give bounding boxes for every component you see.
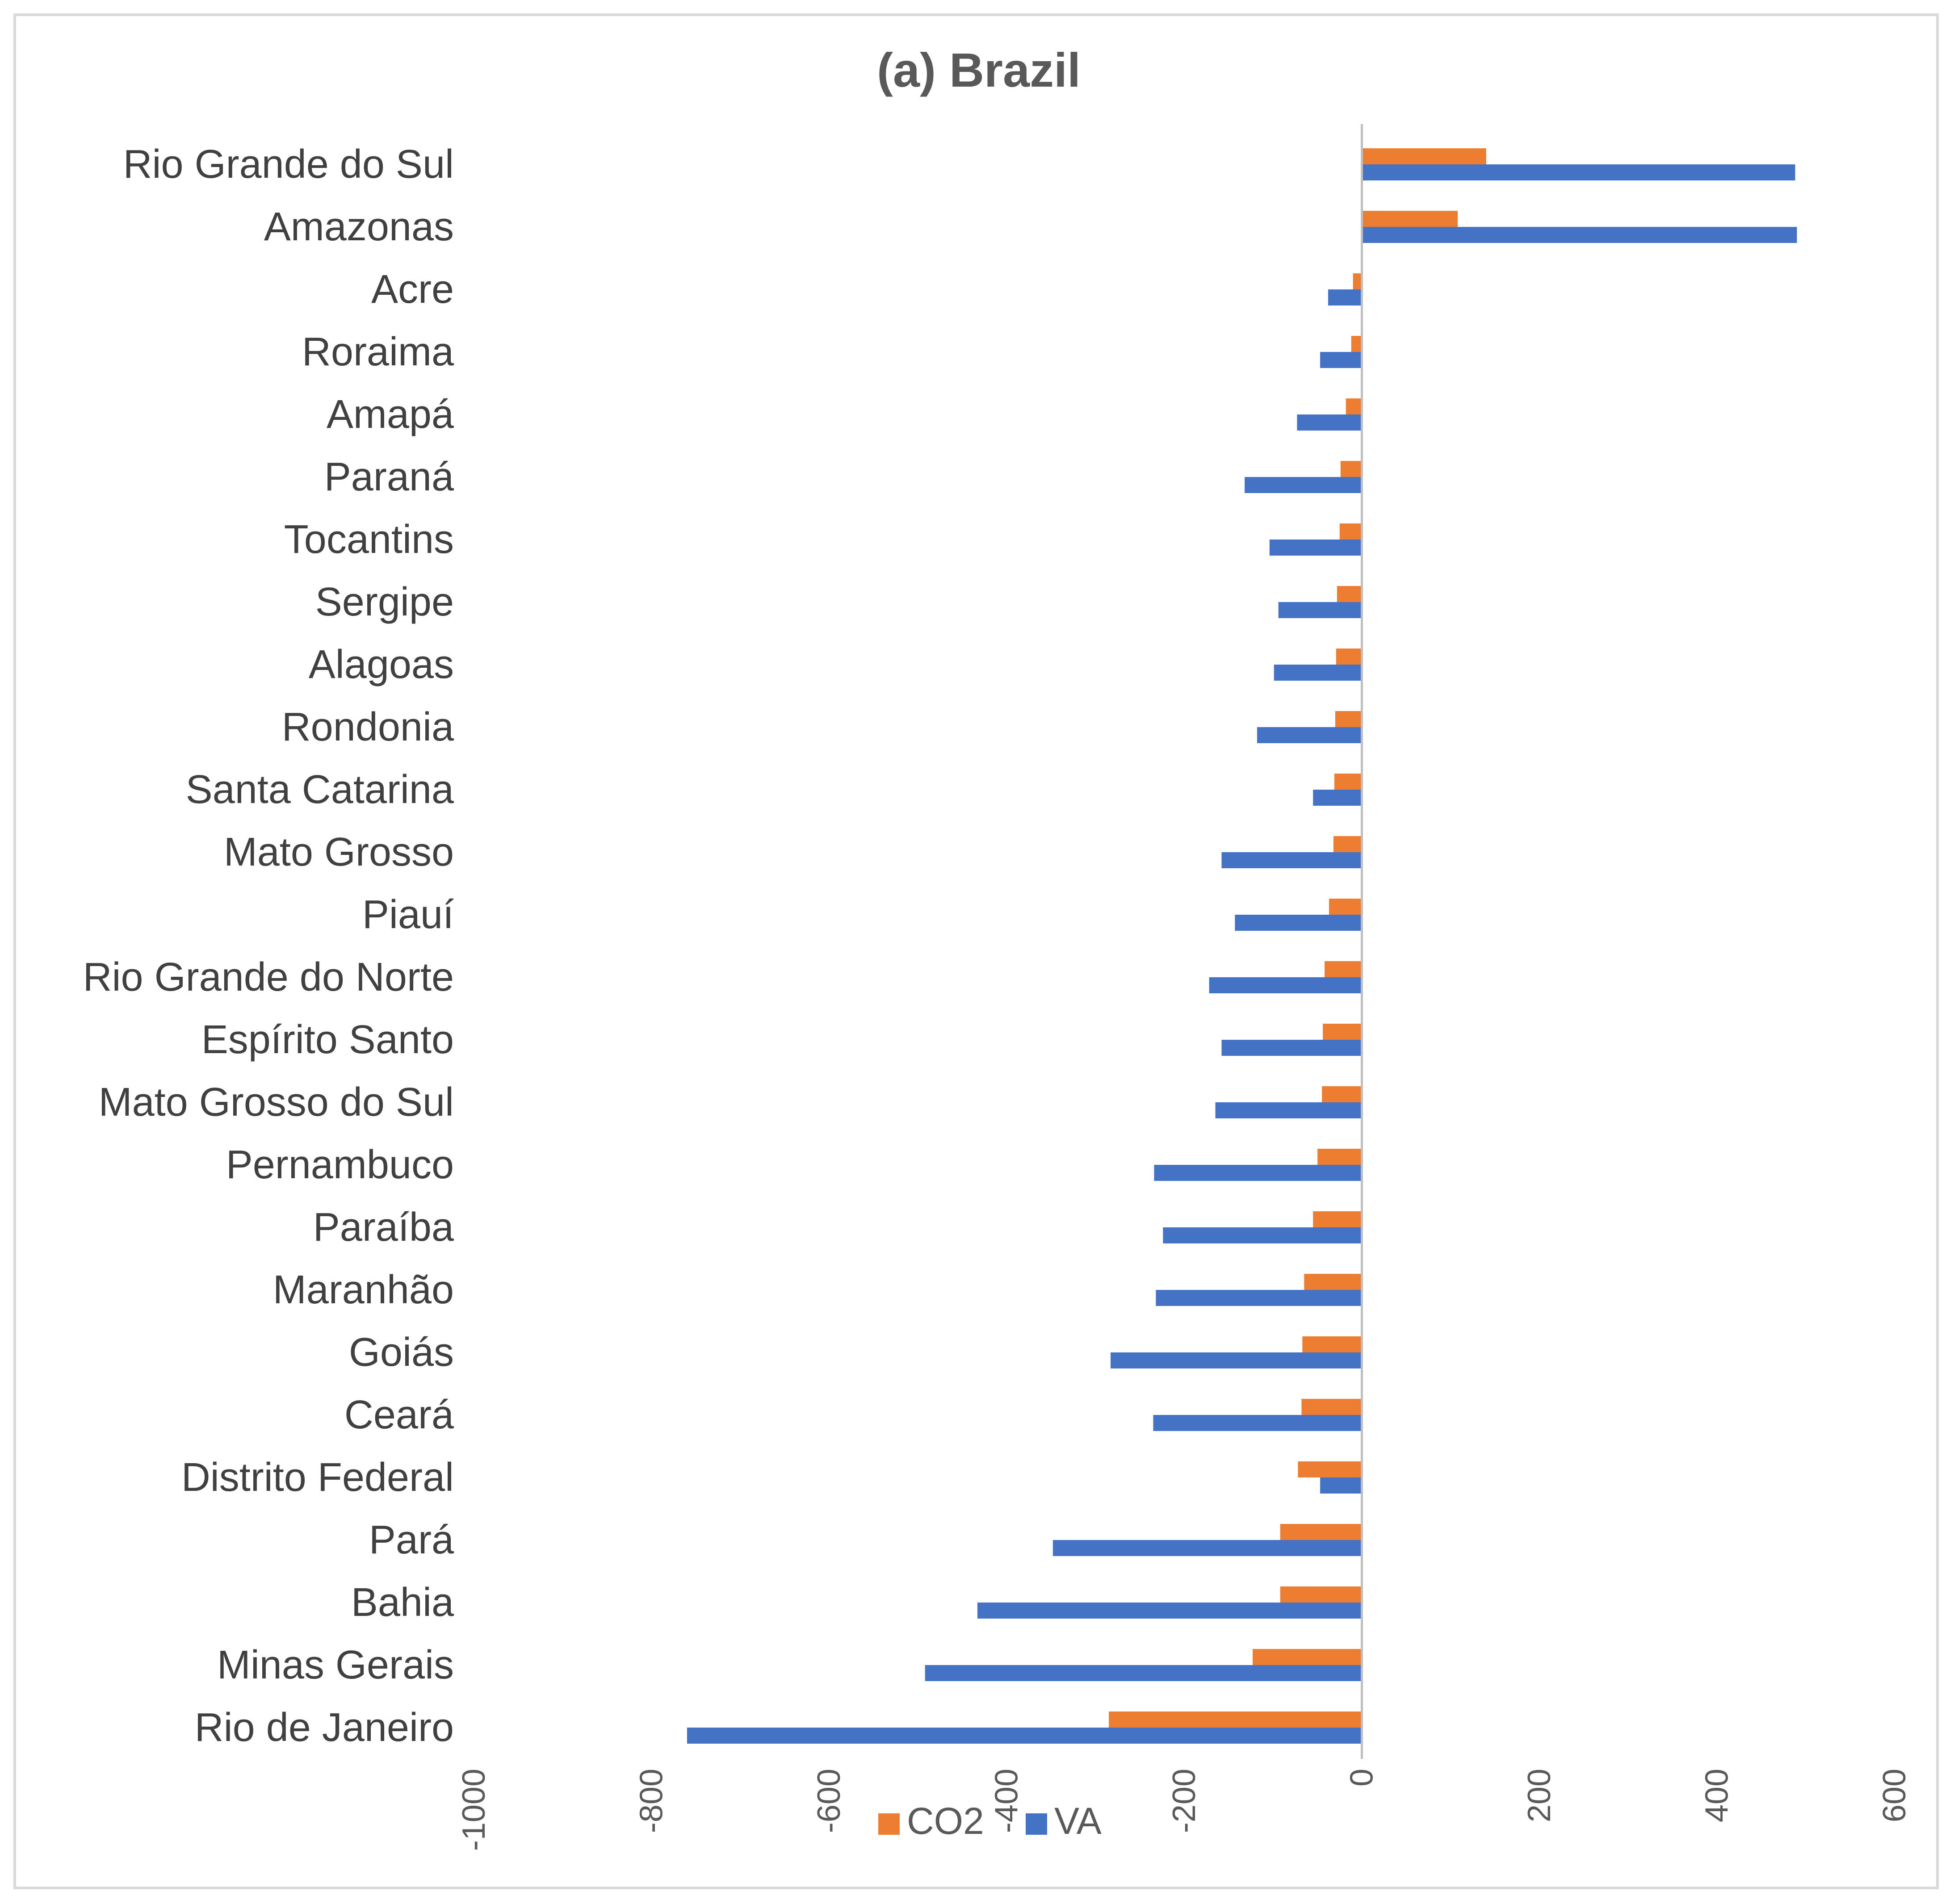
x-tick-label: -1000 (456, 1769, 492, 1851)
chart-frame: (a) Brazil Rio Grande do Sul Amazonas Acre… (13, 13, 1939, 1889)
bar-co2 (1333, 836, 1362, 852)
bar-co2 (1298, 1461, 1362, 1477)
category-label: Rondonia (282, 705, 454, 749)
bar-va (1274, 665, 1362, 681)
bar-co2 (1323, 1024, 1362, 1040)
category-label: Maranhão (273, 1268, 454, 1312)
bar-co2 (1353, 273, 1362, 289)
bar-co2 (1317, 1149, 1362, 1165)
category-label: Mato Grosso (224, 830, 454, 875)
category-label: Piauí (362, 892, 454, 937)
x-tick-label: -200 (1166, 1769, 1202, 1833)
bar-co2 (1362, 211, 1458, 227)
bar-va (687, 1728, 1362, 1744)
category-label: Mato Grosso do Sul (99, 1080, 454, 1125)
x-tick-label: 400 (1699, 1769, 1735, 1822)
bar-co2 (1329, 899, 1362, 915)
bar-co2 (1337, 586, 1362, 602)
bar-va (1156, 1290, 1362, 1306)
bar-va (1209, 977, 1362, 993)
category-label: Minas Gerais (217, 1643, 454, 1687)
bar-va (925, 1665, 1362, 1681)
legend[interactable]: CO2 VA (878, 1800, 1102, 1842)
category-label: Rio de Janeiro (195, 1705, 454, 1750)
category-label: Acre (371, 267, 454, 312)
bar-co2 (1304, 1274, 1362, 1290)
bar-va (1320, 1477, 1362, 1494)
bar-co2 (1334, 774, 1362, 790)
bar-va (1221, 1040, 1362, 1056)
bar-co2 (1280, 1586, 1362, 1603)
bar-co2 (1336, 649, 1362, 665)
category-label: Rio Grande do Norte (83, 955, 454, 1000)
bar-va (1362, 164, 1795, 180)
x-axis-ticks: -1000 -800 -600 -400 -200 0 200 400 600 (456, 1769, 1912, 1851)
bar-va (977, 1603, 1362, 1619)
category-label: Tocantins (284, 517, 454, 562)
bar-va (1313, 790, 1362, 806)
bar-va (1235, 915, 1362, 931)
bar-co2 (1313, 1211, 1362, 1227)
category-label: Santa Catarina (186, 767, 454, 812)
bar-va (1052, 1540, 1362, 1556)
bar-co2 (1322, 1086, 1362, 1102)
x-tick-label: -800 (634, 1769, 670, 1833)
bar-co2 (1346, 398, 1362, 414)
category-label: Bahia (351, 1580, 454, 1625)
category-label: Paraná (324, 455, 454, 499)
x-tick-label: 200 (1522, 1769, 1557, 1822)
category-label: Alagoas (309, 642, 454, 687)
legend-swatch-va (1026, 1813, 1047, 1835)
category-label: Rio Grande do Sul (123, 142, 454, 187)
bar-va (1111, 1352, 1362, 1368)
chart-title: (a) Brazil (877, 43, 1081, 97)
bar-co2 (1351, 336, 1362, 352)
bar-va (1245, 477, 1362, 493)
bar-va (1362, 227, 1797, 243)
legend-label-va: VA (1054, 1800, 1102, 1842)
legend-swatch-co2 (878, 1813, 900, 1835)
x-tick-label: 600 (1877, 1769, 1912, 1822)
x-tick-label: 0 (1344, 1769, 1380, 1787)
bar-co2 (1253, 1649, 1362, 1665)
category-label: Amazonas (264, 205, 454, 249)
category-label: Roraima (302, 330, 454, 374)
category-label: Espírito Santo (201, 1017, 454, 1062)
bar-va (1153, 1415, 1362, 1431)
chart-canvas: (a) Brazil Rio Grande do Sul Amazonas Acre… (83, 43, 1912, 1851)
legend-label-co2: CO2 (907, 1800, 984, 1842)
category-label: Ceará (344, 1393, 454, 1437)
bar-co2 (1301, 1399, 1362, 1415)
bar-co2 (1339, 523, 1362, 540)
bar-va (1297, 414, 1362, 431)
bar-va (1257, 727, 1362, 743)
category-label: Pernambuco (226, 1142, 454, 1187)
bar-va (1221, 852, 1362, 868)
bar-va (1269, 540, 1362, 556)
bar-co2 (1335, 711, 1362, 727)
bar-va (1154, 1165, 1362, 1181)
bar-co2 (1302, 1336, 1362, 1352)
bar-co2 (1109, 1712, 1362, 1728)
category-label: Paraíba (313, 1205, 454, 1250)
bar-va (1163, 1227, 1362, 1243)
bar-va (1278, 602, 1362, 618)
bars-layer (687, 148, 1797, 1744)
category-labels: Rio Grande do Sul Amazonas Acre Roraima Amap… (83, 142, 454, 1750)
bar-va (1215, 1102, 1362, 1118)
category-label: Sergipe (315, 580, 454, 624)
bar-co2 (1362, 148, 1486, 164)
category-label: Goiás (349, 1330, 454, 1375)
category-label: Distrito Federal (181, 1455, 454, 1500)
bar-co2 (1280, 1524, 1362, 1540)
bar-co2 (1340, 461, 1362, 477)
category-label: Amapá (327, 392, 454, 437)
bar-co2 (1325, 961, 1362, 977)
x-tick-label: -600 (811, 1769, 847, 1833)
bar-va (1320, 352, 1362, 368)
category-label: Pará (369, 1518, 454, 1562)
x-tick-label: -400 (989, 1769, 1025, 1833)
bar-va (1328, 289, 1362, 305)
